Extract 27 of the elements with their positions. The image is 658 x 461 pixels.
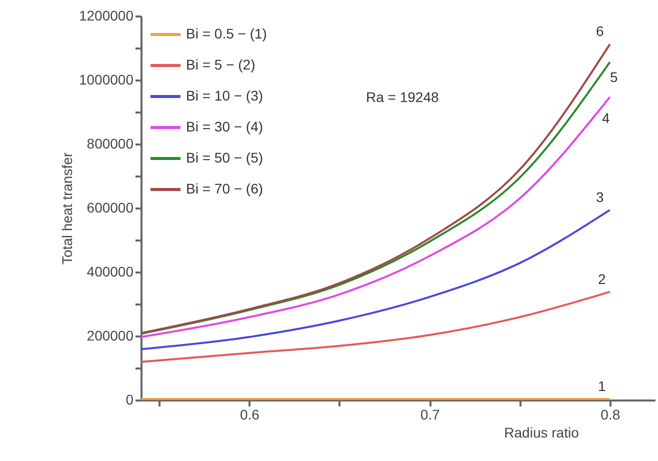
x-tick-label: 0.8	[600, 406, 620, 422]
y-tick-label: 0	[126, 392, 134, 408]
y-tick-label: 200000	[86, 328, 134, 344]
y-tick-label: 800000	[86, 136, 134, 152]
legend-label: Bi = 10 − (3)	[186, 88, 264, 104]
annotation: 3	[596, 188, 604, 205]
legend-label: Bi = 5 − (2)	[186, 56, 256, 72]
line-series	[140, 290, 611, 363]
y-tick-label: 1200000	[78, 8, 134, 24]
annotation: 2	[598, 270, 606, 287]
annotation: 6	[596, 23, 604, 40]
annotation: 1	[598, 378, 606, 394]
x-axis-title: Radius ratio	[504, 424, 580, 440]
annotation: Ra = 19248	[366, 89, 439, 105]
line-series	[140, 208, 611, 350]
x-tick-label: 0.7	[420, 406, 440, 422]
annotation: 5	[610, 69, 618, 86]
legend-label: Bi = 0.5 − (1)	[186, 26, 267, 42]
legend-label: Bi = 30 − (4)	[186, 118, 264, 134]
legend-label: Bi = 50 − (5)	[186, 150, 264, 166]
y-tick-label: 600000	[86, 200, 134, 216]
y-axis-title: Total heat transfer	[58, 152, 75, 265]
annotation: 4	[602, 110, 610, 126]
x-tick-label: 0.6	[240, 406, 260, 422]
y-tick-label: 1000000	[78, 72, 134, 88]
legend-label: Bi = 70 − (6)	[186, 180, 264, 196]
y-tick-label: 400000	[86, 264, 134, 280]
